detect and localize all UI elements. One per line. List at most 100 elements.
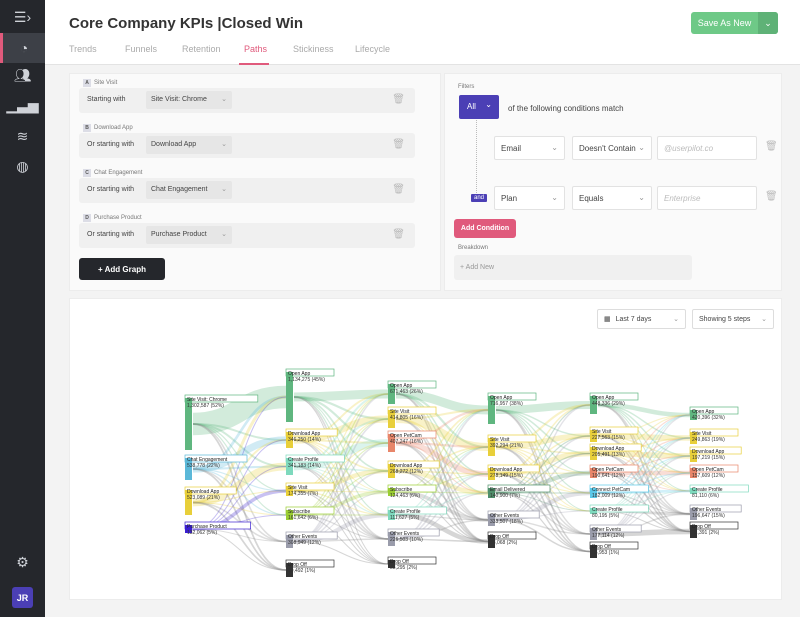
tab-paths[interactable]: Paths bbox=[239, 44, 269, 65]
condition-property-select[interactable]: Plan ⌄ bbox=[494, 186, 565, 210]
trash-icon[interactable]: 🗑︎ bbox=[392, 94, 405, 105]
add-graph-button[interactable]: + Add Graph bbox=[79, 258, 165, 280]
graph-label: A Site Visit bbox=[83, 79, 117, 87]
sankey-link bbox=[495, 403, 591, 449]
match-select[interactable]: All ⌄ bbox=[459, 95, 499, 119]
sankey-link bbox=[597, 472, 691, 515]
steps-select[interactable]: Showing 5 steps ⌄ bbox=[692, 309, 774, 329]
layers-icon[interactable]: ≋ bbox=[16, 127, 29, 144]
sankey-link bbox=[293, 439, 389, 493]
graph-event-select[interactable]: Download App ⌄ bbox=[146, 136, 232, 154]
tab-trends[interactable]: Trends bbox=[69, 44, 97, 54]
graph-event-select[interactable]: Purchase Product ⌄ bbox=[146, 226, 232, 244]
condition-value-input[interactable]: @userpilot.co bbox=[657, 136, 757, 160]
condition-property-select[interactable]: Email ⌄ bbox=[494, 136, 565, 160]
dashboard-icon[interactable]: ◍ bbox=[16, 157, 29, 174]
tab-retention[interactable]: Retention bbox=[182, 44, 221, 54]
condition-operator-select[interactable]: Doesn't Contain ⌄ bbox=[572, 136, 652, 160]
bar-chart-icon[interactable]: ▁▃▅ bbox=[6, 96, 39, 113]
tab-lifecycle[interactable]: Lifecycle bbox=[355, 44, 391, 54]
node-value: 523,089 (21%) bbox=[187, 495, 220, 501]
trash-icon[interactable]: 🗑︎ bbox=[765, 191, 778, 202]
condition-operator-select[interactable]: Equals ⌄ bbox=[572, 186, 652, 210]
trash-icon[interactable]: 🗑︎ bbox=[392, 229, 405, 240]
add-breakdown-button[interactable]: + Add New bbox=[454, 255, 692, 280]
steps-value: Showing 5 steps bbox=[699, 315, 751, 323]
sankey-link bbox=[495, 472, 591, 475]
node-value: 448,336 (29%) bbox=[592, 401, 625, 407]
trash-icon[interactable]: 🗑︎ bbox=[392, 184, 405, 195]
add-condition-button[interactable]: Add Condition bbox=[454, 219, 516, 238]
sankey-link bbox=[597, 404, 691, 457]
gear-icon[interactable]: ⚙ bbox=[16, 553, 29, 570]
node-bar bbox=[488, 514, 495, 526]
sankey-link bbox=[395, 442, 489, 543]
trash-icon[interactable]: 🗑︎ bbox=[765, 141, 778, 152]
sankey-link bbox=[597, 513, 691, 535]
avatar[interactable]: JR bbox=[12, 587, 33, 608]
menu-expand-icon[interactable]: ☰› bbox=[13, 8, 32, 25]
sankey-link bbox=[495, 409, 591, 437]
date-range-select[interactable]: ▦ Last 7 days ⌄ bbox=[597, 309, 686, 329]
tab-stickiness[interactable]: Stickiness bbox=[293, 44, 334, 54]
sankey-link bbox=[495, 409, 591, 455]
sankey-link bbox=[395, 393, 489, 543]
save-as-new-button[interactable]: Save As New ⌄ bbox=[691, 12, 778, 34]
sankey-link bbox=[495, 473, 591, 512]
sankey-link bbox=[395, 442, 489, 494]
pie-chart-icon[interactable]: ◔ bbox=[0, 33, 45, 63]
sankey-link bbox=[293, 393, 389, 441]
filters-panel: Filters All ⌄ of the following conditions… bbox=[444, 73, 782, 291]
tab-funnels[interactable]: Funnels bbox=[125, 44, 158, 54]
chevron-down-icon[interactable]: ⌄ bbox=[758, 12, 778, 34]
graph-event-select[interactable]: Site Visit: Chrome ⌄ bbox=[146, 91, 232, 109]
sankey-link bbox=[395, 490, 489, 522]
trash-icon[interactable]: 🗑︎ bbox=[392, 139, 405, 150]
users-icon[interactable]: 👥︎ bbox=[13, 66, 32, 83]
graph-event-select[interactable]: Chat Engagement ⌄ bbox=[146, 181, 232, 199]
sankey-link bbox=[597, 437, 691, 455]
condition-value-input[interactable]: Enterprise bbox=[657, 186, 757, 210]
sankey-link bbox=[395, 473, 489, 540]
